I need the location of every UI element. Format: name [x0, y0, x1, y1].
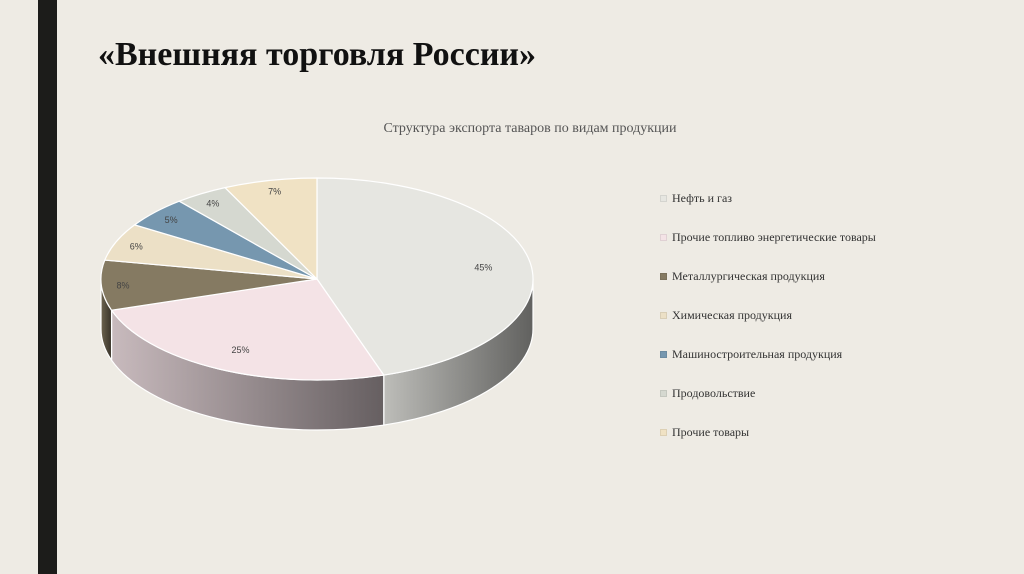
- legend-item-5: Машиностроительная продукция: [660, 344, 960, 364]
- left-accent-bar: [38, 0, 57, 574]
- chart-legend: Нефть и газ Прочие топливо энергетические…: [660, 188, 960, 461]
- legend-label-5: Машиностроительная продукция: [672, 346, 843, 361]
- data-label-6: 4%: [206, 198, 219, 208]
- legend-swatch-7: [660, 428, 667, 436]
- legend-label-4: Химическая продукция: [672, 307, 792, 322]
- legend-item-3: Металлургическая продукция: [660, 266, 960, 286]
- legend-item-2: Прочие топливо энергетические товары: [660, 227, 960, 247]
- data-label-4: 6%: [130, 242, 143, 252]
- legend-swatch-3: [660, 272, 667, 280]
- legend-label-3: Металлургическая продукция: [672, 268, 825, 283]
- legend-item-7: Прочие товары: [660, 422, 960, 442]
- legend-swatch-5: [660, 350, 667, 358]
- data-label-3: 8%: [116, 281, 129, 291]
- legend-item-6: Продовольствие: [660, 383, 960, 403]
- legend-swatch-2: [660, 233, 667, 241]
- pie-slice-3: [100, 259, 318, 311]
- data-label-5: 5%: [165, 215, 178, 225]
- legend-label-6: Продовольствие: [672, 385, 756, 400]
- legend-label-7: Прочие товары: [672, 424, 750, 439]
- legend-swatch-1: [660, 194, 667, 202]
- legend-item-4: Химическая продукция: [660, 305, 960, 325]
- pie-slice-7: [223, 177, 318, 281]
- slide-title: «Внешняя торговля России»: [98, 36, 537, 73]
- legend-swatch-6: [660, 389, 667, 397]
- legend-label-1: Нефть и газ: [672, 190, 733, 205]
- legend-label-2: Прочие топливо энергетические товары: [672, 229, 876, 244]
- data-label-1: 45%: [474, 263, 492, 273]
- data-label-7: 7%: [268, 186, 281, 196]
- legend-item-1: Нефть и газ: [660, 188, 960, 208]
- pie-slice-1: [316, 177, 534, 376]
- data-label-2: 25%: [232, 345, 250, 355]
- pie-slice-2: [110, 278, 385, 381]
- legend-swatch-4: [660, 311, 667, 319]
- chart-title: Структура экспорта таваров по видам прод…: [383, 121, 677, 136]
